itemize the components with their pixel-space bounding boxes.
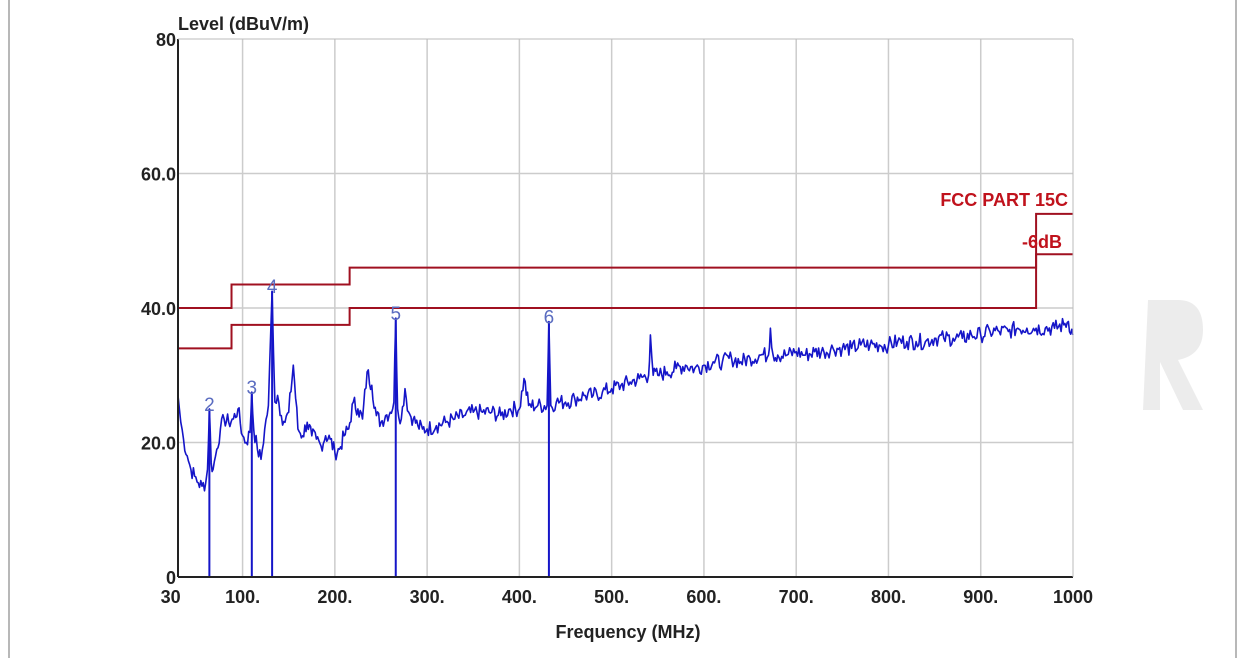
limit-label-6db: -6dB: [1022, 232, 1062, 252]
limit-line-fcc: [178, 212, 1073, 309]
axes: [177, 38, 1074, 578]
x-tick-label: 30: [161, 587, 181, 607]
x-tick-label: 600.: [686, 587, 721, 607]
x-axis-title: Frequency (MHz): [555, 622, 700, 642]
x-tick-label: 100.: [225, 587, 260, 607]
y-tick-label: 20.0: [141, 434, 176, 454]
y-tick-label: 60.0: [141, 165, 176, 185]
y-tick-label: 0: [166, 568, 176, 588]
y-axis-title: Level (dBuV/m): [178, 14, 309, 34]
x-tick-label: 700.: [779, 587, 814, 607]
x-tick-label: 400.: [502, 587, 537, 607]
marker-label: 6: [544, 307, 555, 328]
measurement-trace: [177, 290, 1074, 492]
limit-label-fcc: FCC PART 15C: [940, 190, 1068, 210]
trace-line: [177, 290, 1074, 492]
peak-markers: 2 3 4 5 6: [204, 277, 554, 577]
y-tick-label: 40.0: [141, 299, 176, 319]
limit-line-6db: [178, 253, 1073, 350]
marker-label: 4: [267, 277, 278, 298]
marker-label: 2: [204, 395, 215, 416]
x-tick-label: 300.: [410, 587, 445, 607]
x-tick-label: 500.: [594, 587, 629, 607]
marker-label: 5: [390, 304, 401, 325]
x-tick-label: 200.: [317, 587, 352, 607]
x-tick-label: 1000: [1053, 587, 1093, 607]
x-tick-label: 900.: [963, 587, 998, 607]
chart-frame: [8, 0, 1237, 658]
tick-labels: 30 100. 200. 300. 400. 500. 600. 700. 800. 900. 10…: [141, 30, 1093, 607]
watermark-logo-icon: [1143, 300, 1203, 410]
x-tick-label: 800.: [871, 587, 906, 607]
y-tick-label: 80: [156, 30, 176, 50]
limit-lines: [178, 212, 1073, 350]
marker-label: 3: [247, 378, 258, 399]
